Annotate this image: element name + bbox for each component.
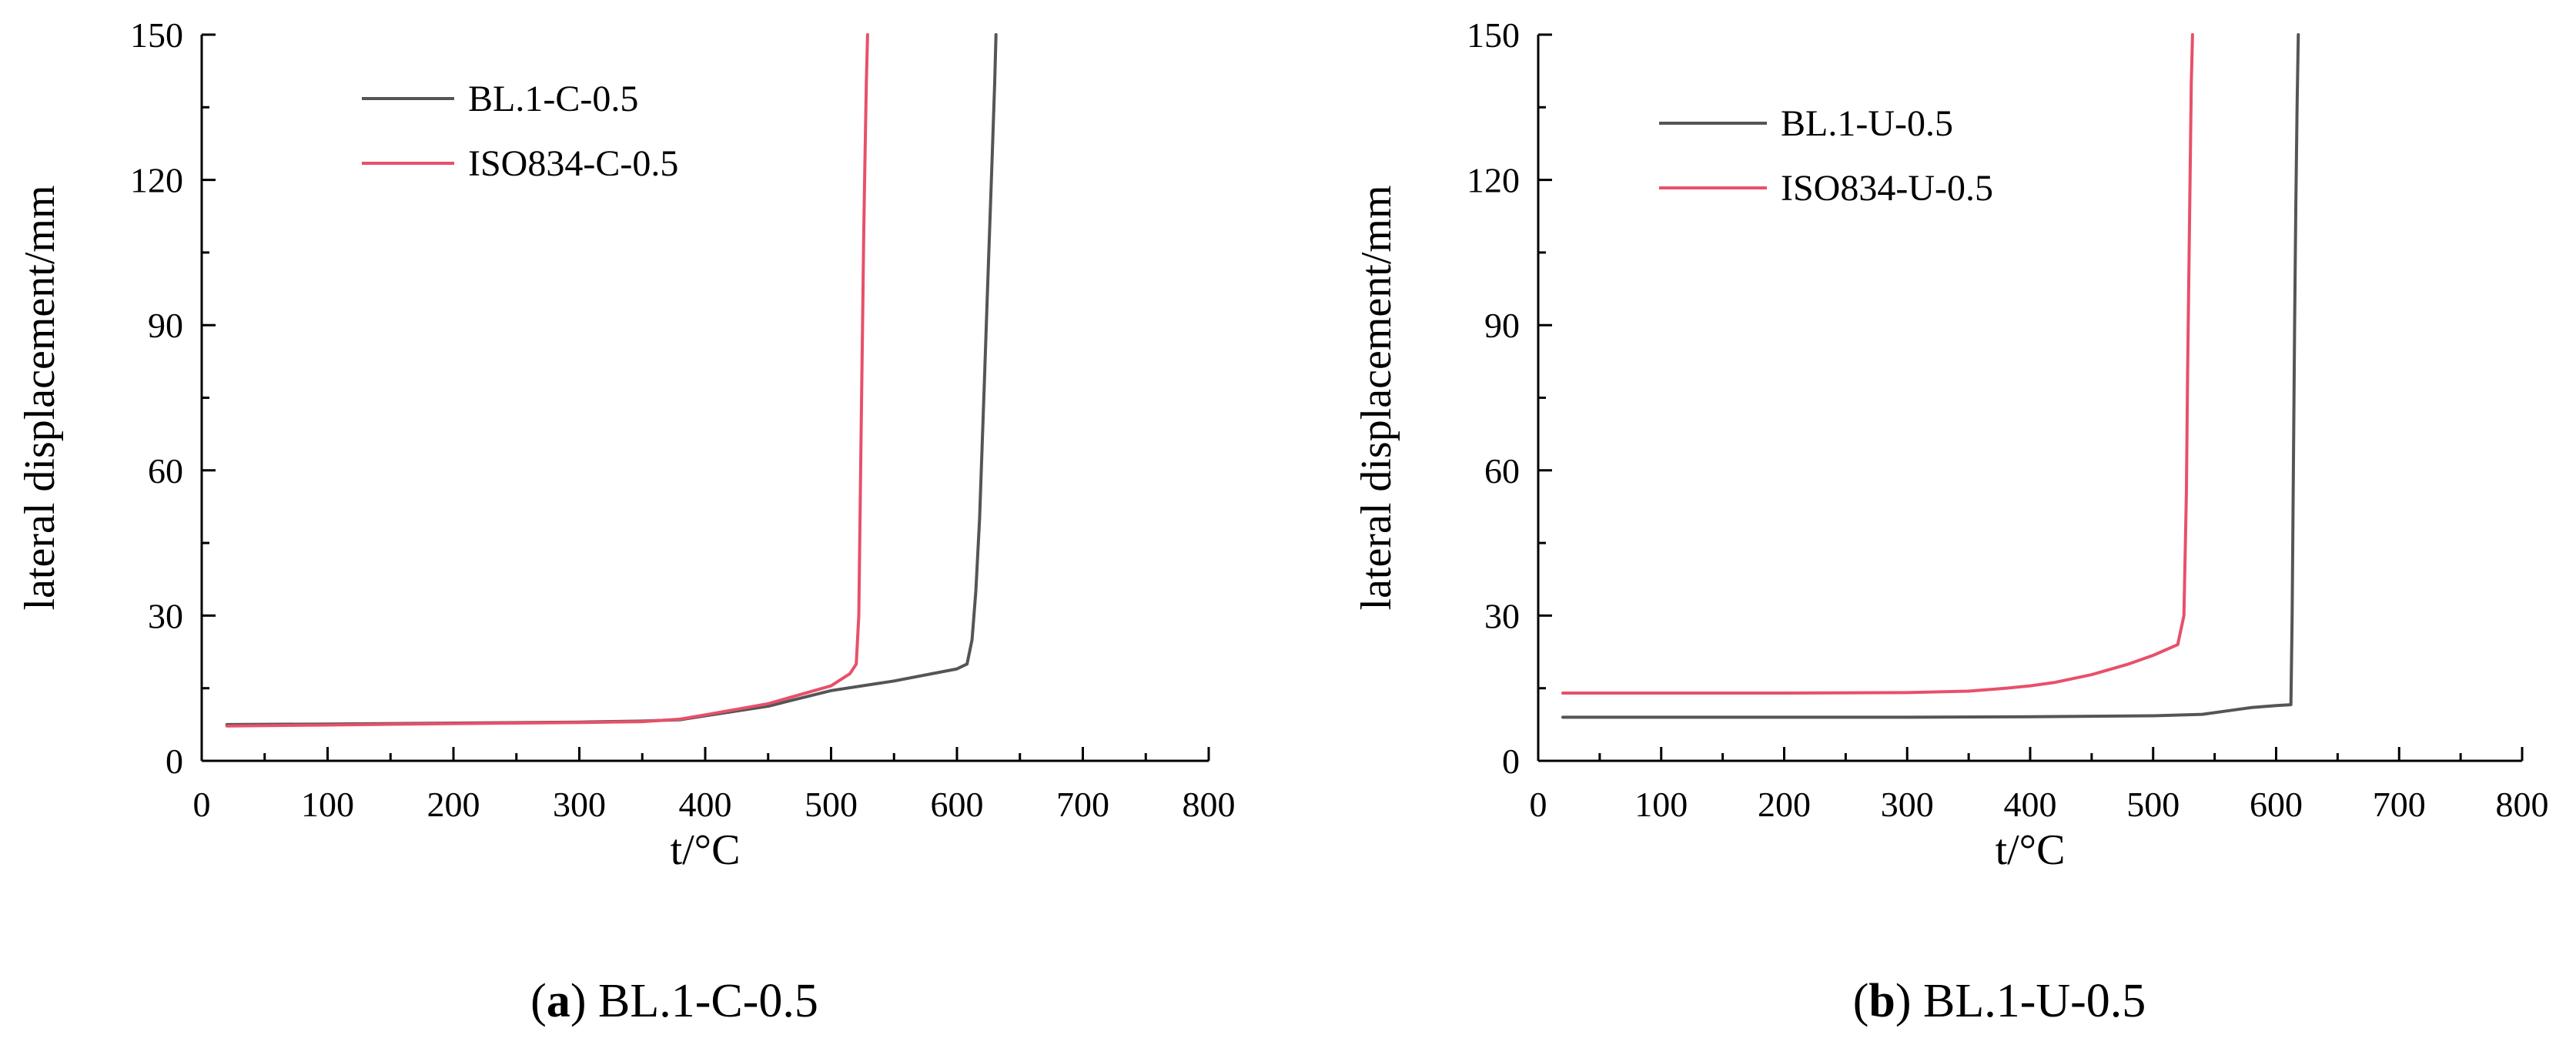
caption-text: BL.1-C-0.5: [598, 975, 818, 1027]
caption-close: ): [1895, 975, 1923, 1027]
y-tick-label: 150: [130, 15, 183, 55]
x-tick-label: 0: [1530, 785, 1547, 824]
x-tick-label: 400: [679, 785, 732, 824]
chart-panel-b: 0 100 200 300 400 500 600 700 800 0 30 60 90 120 150 t/…: [1353, 15, 2549, 1027]
y-tick-label: 120: [1467, 161, 1520, 200]
x-tick-label: 800: [1183, 785, 1236, 824]
x-tick-label: 200: [427, 785, 480, 824]
legend: BL.1-C-0.5 ISO834-C-0.5: [362, 79, 678, 184]
x-tick-label: 700: [1056, 785, 1109, 824]
x-axis-label: t/°C: [1996, 826, 2066, 874]
y-tick-label: 60: [1484, 451, 1520, 491]
x-tick-label: 100: [1634, 785, 1688, 824]
panel-caption: (a) BL.1-C-0.5: [530, 975, 818, 1027]
legend-label: ISO834-U-0.5: [1781, 168, 1993, 209]
caption-letter: b: [1868, 975, 1895, 1027]
legend-label: BL.1-U-0.5: [1781, 103, 1953, 144]
caption-open: (: [530, 975, 547, 1027]
x-tick-label: 700: [2373, 785, 2426, 824]
x-tick-label: 100: [301, 785, 354, 824]
y-tick-label: 150: [1467, 15, 1520, 55]
chart-panel-a: 0 100 200 300 400 500 600 700 800 0 30 60 90 120 150 t/…: [16, 15, 1236, 1027]
x-axis-label: t/°C: [671, 826, 741, 874]
series-line-bl1: [225, 33, 998, 726]
x-tick-label: 500: [2126, 785, 2180, 824]
y-axis-label: lateral displacement/mm: [16, 185, 64, 610]
caption-close: ): [570, 975, 598, 1027]
series-line-iso834: [1561, 33, 2194, 695]
y-tick-label: 30: [148, 596, 183, 635]
legend-label: BL.1-C-0.5: [468, 79, 638, 119]
y-tick-label: 120: [130, 161, 183, 200]
caption-open: (: [1853, 975, 1869, 1027]
legend-label: ISO834-C-0.5: [468, 143, 678, 184]
y-axis-label: lateral displacement/mm: [1353, 185, 1400, 610]
y-tick-label: 90: [1484, 306, 1520, 345]
y-tick-label: 60: [148, 451, 183, 491]
x-tick-label: 300: [1881, 785, 1934, 824]
series-line-iso834: [225, 33, 869, 728]
x-tick-label: 600: [931, 785, 984, 824]
series-line-bl1: [1561, 33, 2300, 719]
caption-text: BL.1-U-0.5: [1923, 975, 2146, 1027]
x-tick-label: 400: [2004, 785, 2057, 824]
x-tick-label: 0: [193, 785, 211, 824]
y-tick-label: 90: [148, 306, 183, 345]
x-tick-label: 500: [805, 785, 858, 824]
legend: BL.1-U-0.5 ISO834-U-0.5: [1659, 103, 1993, 209]
y-tick-label: 0: [1502, 742, 1520, 781]
caption-letter: a: [547, 975, 570, 1027]
x-tick-label: 800: [2496, 785, 2549, 824]
panel-caption: (b) BL.1-U-0.5: [1853, 975, 2146, 1027]
x-tick-label: 600: [2250, 785, 2303, 824]
x-tick-label: 300: [553, 785, 606, 824]
x-tick-label: 200: [1758, 785, 1811, 824]
y-tick-label: 30: [1484, 596, 1520, 635]
y-tick-label: 0: [166, 742, 183, 781]
